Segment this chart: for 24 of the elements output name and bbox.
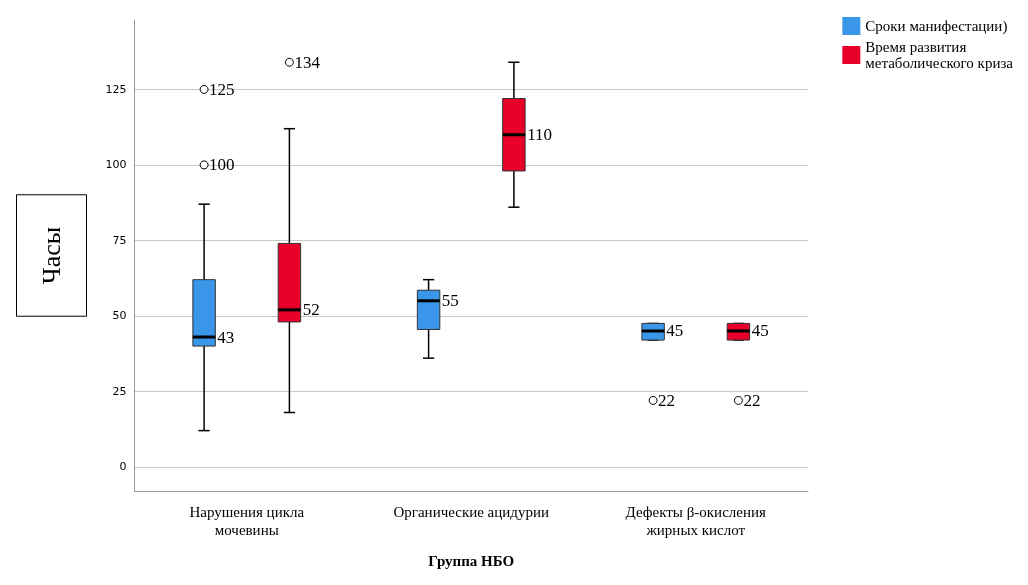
x-axis-title: Группа НБО <box>428 552 515 569</box>
annotation: 110 <box>527 125 553 145</box>
annotation: 22 <box>743 390 761 410</box>
x-tick-label: Органические ацидурии <box>393 504 550 520</box>
y-tick-label: 75 <box>112 233 127 247</box>
legend-label: Сроки манифестации) <box>865 18 1008 35</box>
annotation: 100 <box>209 155 235 175</box>
y-tick-label: 100 <box>105 158 127 172</box>
annotation: 125 <box>209 79 235 99</box>
y-tick-label: 125 <box>105 82 127 96</box>
legend-label: Время развития метаболического криза <box>865 39 1014 71</box>
annotation: 134 <box>294 52 321 72</box>
annotation: 52 <box>302 300 320 320</box>
y-axis-title: Часы <box>37 226 66 285</box>
y-tick-label: 25 <box>112 384 127 398</box>
annotation: 45 <box>666 321 684 341</box>
y-tick-label: 50 <box>112 309 127 323</box>
annotation: 55 <box>441 291 459 311</box>
annotation: 43 <box>217 327 235 347</box>
annotation: 22 <box>658 390 676 410</box>
x-tick-label: Дефекты β-окисления жирных кислот <box>625 504 766 538</box>
y-tick-label: 0 <box>119 460 127 474</box>
x-tick-label: Нарушения цикла мочевины <box>189 504 305 538</box>
annotation: 45 <box>751 321 769 341</box>
